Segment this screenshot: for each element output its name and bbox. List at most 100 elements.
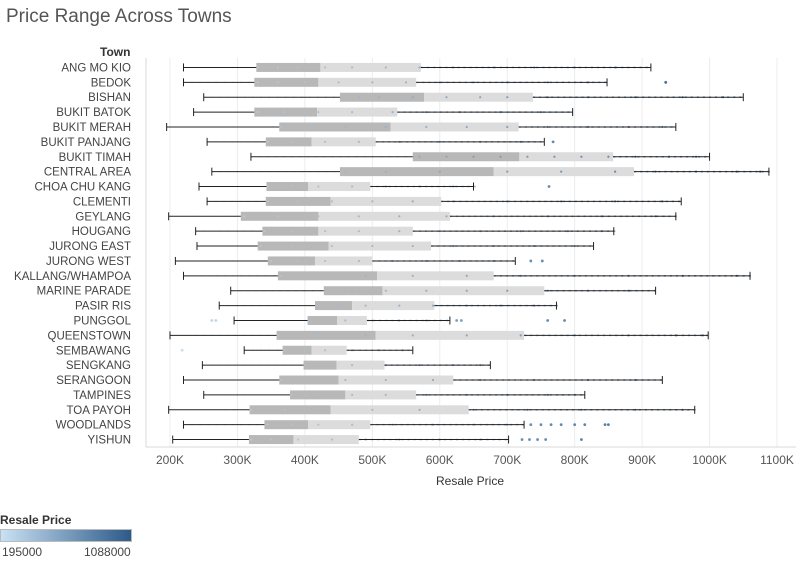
box-upper — [308, 420, 371, 430]
box-upper — [318, 77, 417, 87]
box-lower — [282, 345, 312, 355]
box-upper — [390, 122, 519, 132]
data-point — [266, 185, 269, 188]
data-point — [317, 304, 320, 307]
box-lower — [256, 62, 321, 72]
data-point — [391, 110, 394, 114]
box-upper — [330, 405, 469, 415]
x-tick-label: 900K — [628, 453, 656, 467]
box-upper — [328, 241, 432, 251]
box-lower — [279, 122, 391, 132]
data-point — [280, 125, 283, 129]
data-point — [324, 319, 327, 322]
data-point — [398, 230, 401, 233]
data-point — [411, 274, 414, 277]
outlier-point — [180, 348, 184, 352]
data-point — [317, 423, 320, 426]
data-point — [324, 349, 327, 352]
data-point — [280, 378, 283, 382]
data-point — [357, 140, 360, 143]
data-point — [431, 378, 435, 382]
data-point — [297, 259, 300, 263]
data-point — [324, 259, 327, 263]
data-point — [473, 185, 476, 188]
data-point — [553, 155, 556, 158]
data-point — [290, 230, 293, 233]
box-upper — [337, 315, 367, 325]
town-label: MARINE PARADE — [37, 286, 132, 298]
data-point — [418, 66, 421, 69]
outlier-point — [520, 438, 524, 441]
data-point — [303, 349, 306, 352]
box-lower — [315, 301, 353, 311]
box-upper — [424, 92, 533, 102]
data-point — [519, 334, 522, 337]
box-upper — [318, 226, 413, 236]
box-upper — [377, 271, 494, 281]
outlier-point — [583, 423, 587, 427]
data-point — [398, 304, 401, 307]
data-point — [351, 289, 354, 292]
town-label: BUKIT MERAH — [53, 122, 131, 134]
data-point — [283, 349, 286, 352]
x-tick-label: 1100K — [760, 453, 794, 467]
data-point — [256, 81, 259, 84]
outlier-point — [544, 438, 548, 441]
data-point — [256, 66, 259, 69]
data-point — [317, 393, 320, 397]
outlier-point — [529, 423, 533, 427]
data-point — [264, 424, 267, 426]
data-point — [506, 289, 509, 292]
data-point — [384, 66, 387, 69]
data-point — [259, 244, 263, 248]
box-upper — [382, 286, 545, 296]
data-point — [317, 110, 320, 114]
town-label: GEYLANG — [75, 211, 131, 223]
outlier-point — [603, 423, 607, 427]
box-upper — [493, 167, 635, 177]
data-point — [344, 319, 347, 322]
box-lower — [412, 152, 520, 162]
data-point — [364, 274, 367, 277]
box-upper — [352, 301, 435, 311]
town-label: PUNGGOL — [73, 315, 131, 327]
data-point — [324, 140, 327, 143]
outlier-point — [573, 423, 577, 427]
data-point — [418, 155, 421, 158]
x-axis-label: Resale Price — [435, 474, 505, 488]
data-point — [297, 66, 300, 69]
data-point — [351, 393, 354, 397]
legend-max-label: 1088000 — [84, 545, 131, 559]
box-upper — [315, 256, 373, 266]
box-lower — [277, 271, 378, 281]
boxplot-chart: 200K 300K 400K 500K 600K 700K 800K 900K 1000K 110… — [14, 58, 796, 467]
box-lower — [257, 241, 329, 251]
data-point — [526, 155, 529, 158]
town-label: ANG MO KIO — [61, 62, 131, 74]
box-upper — [330, 196, 442, 206]
data-point — [351, 364, 354, 367]
outlier-point — [459, 319, 463, 322]
town-label: BUKIT PANJANG — [41, 137, 131, 149]
data-point — [506, 170, 509, 173]
data-point — [418, 408, 421, 411]
data-point — [506, 96, 509, 99]
town-label: CHOA CHU KANG — [35, 182, 132, 194]
data-point — [371, 200, 374, 203]
box-upper — [519, 152, 614, 162]
data-point — [465, 125, 468, 129]
data-point — [283, 408, 286, 411]
data-point — [297, 438, 300, 441]
outlier-point — [539, 423, 543, 427]
data-point — [445, 96, 448, 99]
x-tick-label: 800K — [561, 453, 589, 467]
box-lower — [264, 420, 309, 430]
data-point — [445, 155, 448, 158]
legend-title: Resale Price — [0, 513, 72, 527]
data-point — [371, 81, 374, 84]
outlier-point — [214, 319, 218, 322]
data-point — [324, 408, 327, 411]
box-lower — [267, 256, 316, 266]
outlier-point — [536, 438, 539, 441]
box-lower — [339, 167, 494, 177]
